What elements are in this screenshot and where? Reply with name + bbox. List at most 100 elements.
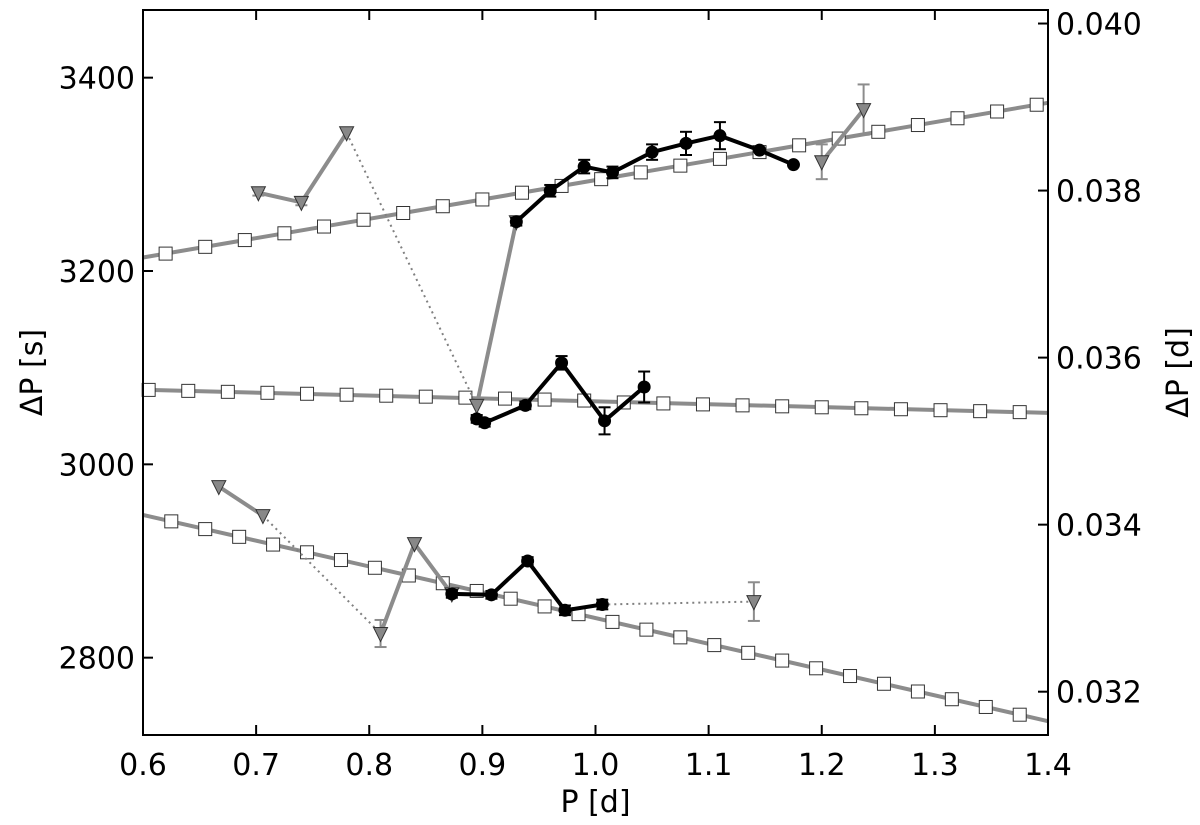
model-point — [712, 151, 727, 166]
observed-point — [598, 414, 612, 428]
model-point — [220, 384, 235, 399]
model-point — [356, 212, 371, 227]
x-tick-label: 1.4 — [1024, 748, 1072, 783]
dotted-connectors — [262, 132, 754, 635]
model-point — [198, 522, 213, 537]
candidate-point — [250, 186, 267, 202]
x-tick-label: 1.0 — [572, 748, 620, 783]
model-point — [933, 403, 948, 418]
model-point — [944, 692, 959, 707]
model-line-2 — [142, 512, 1049, 724]
model-point — [814, 400, 829, 415]
observed-point — [558, 603, 572, 617]
candidate-point — [338, 126, 355, 142]
model-point — [198, 239, 213, 254]
model-point — [639, 622, 654, 637]
model-point — [300, 386, 315, 401]
model-point — [317, 219, 331, 234]
x-tick-label: 0.7 — [232, 748, 280, 783]
model-point — [277, 226, 292, 241]
observed-point — [445, 587, 459, 601]
candidate-point — [813, 155, 830, 171]
observed-point — [521, 554, 535, 568]
observed-point — [679, 136, 693, 150]
model-point — [367, 560, 382, 575]
model-point — [1012, 707, 1027, 722]
model-point — [418, 389, 433, 404]
x-tick-label: 0.8 — [345, 748, 393, 783]
candidate-point — [746, 595, 762, 611]
observed-point — [478, 416, 492, 430]
model-point — [503, 591, 518, 606]
model-point — [300, 545, 315, 560]
x-tick-label: 1.1 — [685, 748, 733, 783]
model-point — [707, 638, 722, 653]
model-point — [458, 390, 473, 405]
y-right-tick-label: 0.032 — [1056, 676, 1142, 711]
model-point — [232, 529, 247, 544]
model-point — [978, 699, 993, 714]
y-tick-label: 3000 — [59, 448, 135, 483]
observed-point — [509, 215, 523, 229]
y-right-tick-label: 0.036 — [1056, 342, 1142, 377]
model-point — [876, 676, 891, 691]
model-point — [537, 599, 552, 614]
model-point — [181, 383, 196, 398]
candidate-point — [406, 537, 423, 553]
model-point — [266, 537, 281, 552]
observed-point — [518, 398, 532, 412]
model-point — [379, 388, 394, 403]
model-point — [871, 124, 886, 139]
connector-line — [262, 514, 382, 635]
y-tick-label: 3200 — [59, 255, 135, 290]
observed-series — [445, 121, 800, 617]
model-point — [673, 630, 688, 645]
candidate-point — [372, 627, 389, 643]
model-point — [1012, 405, 1027, 420]
candidate-point — [468, 398, 485, 415]
observed-point — [753, 143, 767, 157]
candidate-line — [474, 221, 519, 406]
observed-point — [577, 160, 591, 174]
model-point — [164, 514, 179, 529]
model-point — [475, 192, 490, 207]
model-point — [158, 246, 173, 261]
model-point — [775, 399, 790, 414]
model-point — [990, 104, 1005, 119]
model-point — [950, 111, 965, 126]
observed-point — [543, 184, 557, 198]
x-tick-label: 0.6 — [119, 748, 167, 783]
model-point — [893, 402, 908, 417]
model-point — [775, 653, 790, 668]
model-point — [339, 387, 354, 402]
model-point — [809, 661, 824, 676]
model-point — [633, 165, 648, 180]
x-tick-label: 1.2 — [798, 748, 846, 783]
model-point — [333, 553, 348, 568]
observed-point — [637, 380, 651, 394]
observed-point — [484, 588, 498, 602]
model-point — [514, 185, 529, 200]
y-tick-label: 3400 — [59, 62, 135, 97]
model-point — [735, 398, 750, 413]
candidate-line — [820, 108, 866, 164]
model-point — [854, 401, 869, 416]
model-point — [910, 118, 925, 133]
candidate-point — [210, 480, 227, 496]
y-right-tick-label: 0.038 — [1056, 175, 1142, 210]
model-point — [741, 645, 756, 660]
candidate-line — [217, 484, 264, 518]
observed-point — [645, 145, 659, 159]
candidate-point — [293, 195, 310, 212]
model-point — [656, 396, 671, 411]
model-point — [973, 404, 988, 419]
model-point — [537, 392, 552, 407]
observed-point — [595, 598, 609, 611]
model-point — [673, 158, 688, 173]
model-curves — [141, 97, 1049, 724]
x-axis-title: P [d] — [560, 785, 630, 820]
model-point — [141, 382, 156, 397]
model-point — [396, 206, 411, 220]
axes: 0.6 0.7 0.8 0.9 1.0 1.1 1.2 1.3 1.4 2800 3000 3200 3… — [59, 8, 1142, 783]
